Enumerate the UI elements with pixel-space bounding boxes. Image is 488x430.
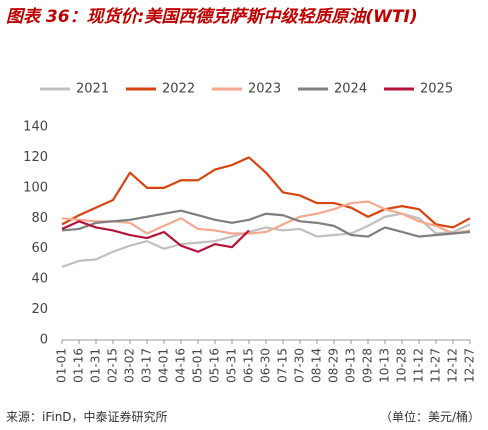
x-tick-label: 01-01 [55, 348, 69, 383]
chart-title: 图表 36：现货价:美国西德克萨斯中级轻质原油(WTI) [6, 7, 418, 27]
series-line [61, 209, 471, 238]
x-tick-label: 05-16 [208, 348, 222, 383]
x-tick-label: 11-12 [412, 348, 426, 383]
legend-label: 2024 [334, 82, 367, 97]
x-tick-label: 04-01 [157, 348, 171, 383]
x-tick-label: 08-14 [310, 348, 324, 383]
y-tick-label: 60 [31, 241, 48, 256]
x-tick-label: 03-02 [123, 348, 137, 383]
legend-label: 2023 [248, 82, 281, 97]
x-tick-label: 05-31 [225, 348, 239, 383]
legend-label: 2025 [420, 82, 453, 97]
x-tick-label: 02-15 [106, 348, 120, 383]
x-tick-label: 10-28 [395, 348, 409, 383]
x-tick-label: 12-12 [446, 348, 460, 383]
x-tick-label: 07-30 [293, 348, 307, 383]
y-tick-label: 0 [40, 333, 48, 348]
unit-note: （单位：美元/桶） [379, 410, 480, 424]
source-note: 来源：iFinD，中泰证券研究所 [6, 410, 168, 424]
x-tick-label: 01-31 [89, 348, 103, 383]
legend-label: 2021 [76, 82, 109, 97]
legend-label: 2022 [162, 82, 195, 97]
y-tick-label: 80 [31, 211, 48, 226]
series-line [61, 200, 471, 235]
x-tick-label: 12-27 [463, 348, 477, 383]
x-tick-label: 08-29 [327, 348, 341, 383]
x-tick-label: 09-28 [361, 348, 375, 383]
x-tick-label: 06-30 [259, 348, 273, 383]
y-tick-label: 40 [31, 272, 48, 287]
x-tick-label: 05-01 [191, 348, 205, 383]
x-tick-label: 03-17 [140, 348, 154, 383]
x-tick-label: 11-27 [429, 348, 443, 383]
x-tick-label: 09-13 [344, 348, 358, 383]
x-tick-label: 06-15 [242, 348, 256, 383]
series-line [61, 220, 250, 253]
y-tick-label: 100 [23, 180, 48, 195]
y-tick-label: 140 [23, 120, 48, 135]
x-tick-label: 10-13 [378, 348, 392, 383]
x-tick-label: 04-16 [174, 348, 188, 383]
series-line [61, 156, 471, 229]
y-tick-label: 20 [31, 302, 48, 317]
y-tick-label: 120 [23, 150, 48, 165]
x-tick-label: 07-15 [276, 348, 290, 383]
x-tick-label: 01-16 [72, 348, 86, 383]
